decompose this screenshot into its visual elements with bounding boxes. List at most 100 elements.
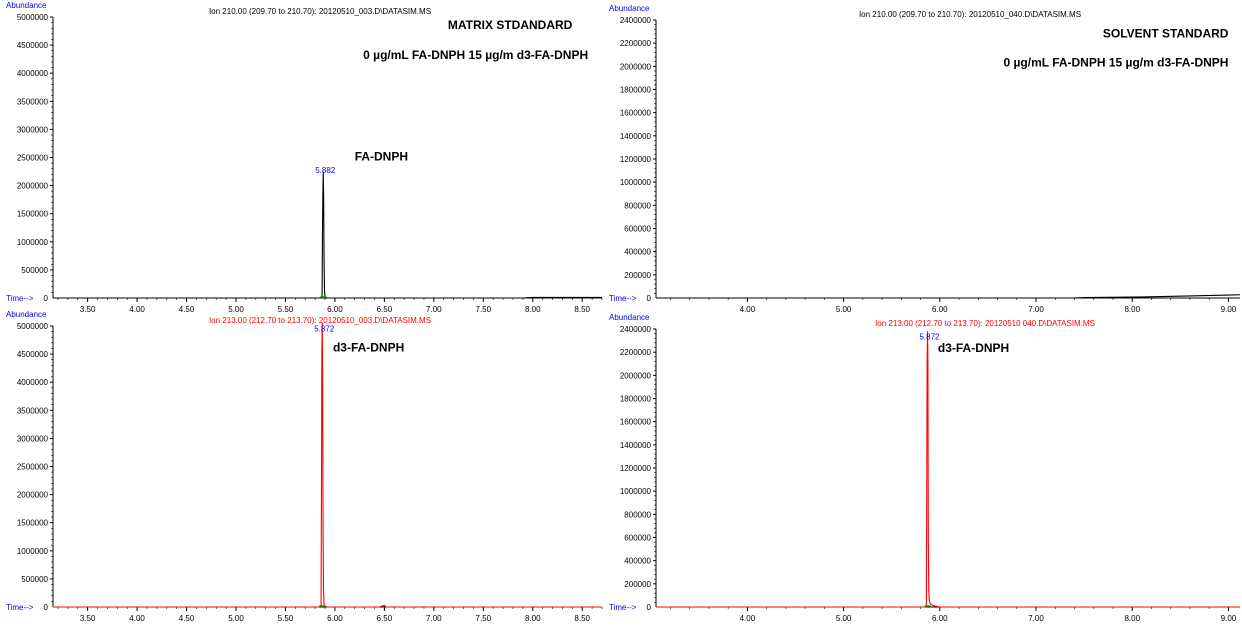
chart-panel-top-right: Abundance Ion 210.00 (209.70 to 210.70): … — [609, 4, 1241, 314]
x-tick-label: 6.50 — [377, 305, 393, 314]
y-tick-label: 2200000 — [620, 39, 652, 48]
y-tick-label: 1200000 — [620, 155, 652, 164]
x-tick-label: 8.00 — [1124, 614, 1140, 623]
annotation: d3-FA-DNPH — [938, 341, 1009, 355]
chart-panel-top-left: Abundance Ion 210.00 (209.70 to 210.70): … — [6, 1, 603, 314]
x-axis-label: Time--> — [6, 603, 34, 612]
peak-label: 5.872 — [314, 325, 335, 334]
y-tick-label: 400000 — [624, 557, 651, 566]
x-tick-label: 4.50 — [179, 305, 195, 314]
y-tick-label: 1800000 — [620, 86, 652, 95]
series-line — [53, 323, 602, 608]
x-tick-label: 9.00 — [1221, 305, 1237, 314]
y-tick-label: 3500000 — [17, 406, 49, 415]
y-tick-label: 1200000 — [620, 464, 652, 473]
chart-header: Ion 210.00 (209.70 to 210.70): 20120510_… — [859, 10, 1081, 19]
y-tick-label: 500000 — [21, 266, 48, 275]
y-tick-label-zero: 0 — [647, 294, 652, 303]
y-tick-label: 800000 — [624, 510, 651, 519]
series-line — [656, 294, 1241, 299]
x-axis-label: Time--> — [609, 294, 637, 303]
x-tick-label: 4.00 — [740, 305, 756, 314]
y-axis-label: Abundance — [6, 310, 47, 319]
y-tick-label: 2000000 — [17, 182, 49, 191]
y-tick-label: 1400000 — [620, 132, 652, 141]
y-tick-label: 200000 — [624, 271, 651, 280]
x-tick-label: 7.00 — [1028, 614, 1044, 623]
y-tick-label: 200000 — [624, 580, 651, 589]
x-tick-label: 4.00 — [740, 614, 756, 623]
y-tick-label: 1400000 — [620, 441, 652, 450]
annotation: MATRIX STDANDARD — [448, 18, 573, 32]
x-tick-label: 6.00 — [327, 614, 343, 623]
peak-label: 5.882 — [315, 166, 336, 175]
annotation: SOLVENT STANDARD — [1103, 26, 1229, 40]
y-tick-label: 2200000 — [620, 348, 652, 357]
x-tick-label: 3.50 — [80, 305, 96, 314]
x-tick-label: 8.00 — [525, 305, 541, 314]
x-tick-label: 8.50 — [574, 614, 590, 623]
y-axis-label: Abundance — [609, 313, 650, 322]
chart-header: Ion 210.00 (209.70 to 210.70): 20120510_… — [209, 7, 431, 16]
y-tick-label: 500000 — [21, 575, 48, 584]
y-tick-label: 1600000 — [620, 418, 652, 427]
y-tick-label: 5000000 — [17, 13, 49, 22]
series-line — [656, 331, 1240, 608]
x-tick-label: 7.50 — [476, 614, 492, 623]
x-tick-label: 5.00 — [228, 305, 244, 314]
x-tick-label: 5.50 — [278, 614, 294, 623]
y-tick-label: 1000000 — [620, 487, 652, 496]
y-tick-label: 1000000 — [17, 238, 49, 247]
chart-header: Ion 213.00 (212.70 to 213.70): 20120510_… — [209, 316, 431, 325]
y-tick-label: 2000000 — [620, 62, 652, 71]
series-line — [53, 171, 602, 299]
x-tick-label: 7.00 — [426, 614, 442, 623]
x-tick-label: 6.00 — [327, 305, 343, 314]
y-tick-label: 4500000 — [17, 41, 49, 50]
y-tick-label: 3500000 — [17, 97, 49, 106]
chart-header: Ion 213.00 (212.70 to 213.70): 20120510 … — [875, 319, 1095, 328]
chart-panel-bottom-right: Abundance Ion 213.00 (212.70 to 213.70): … — [609, 313, 1240, 623]
x-tick-label: 4.00 — [129, 305, 145, 314]
x-tick-label: 3.50 — [80, 614, 96, 623]
x-tick-label: 5.50 — [278, 305, 294, 314]
y-tick-label: 5000000 — [17, 322, 49, 331]
y-tick-label: 1800000 — [620, 395, 652, 404]
y-tick-label: 2000000 — [620, 371, 652, 380]
x-tick-label: 6.50 — [377, 614, 393, 623]
x-axis-label: Time--> — [6, 294, 34, 303]
y-tick-label-zero: 0 — [44, 294, 49, 303]
x-tick-label: 8.00 — [1124, 305, 1140, 314]
annotation: 0 µg/mL FA-DNPH 15 µg/m d3-FA-DNPH — [1003, 55, 1228, 69]
y-tick-label: 4000000 — [17, 69, 49, 78]
x-tick-label: 8.50 — [574, 305, 590, 314]
y-tick-label: 1600000 — [620, 109, 652, 118]
y-axis-label: Abundance — [6, 1, 47, 10]
x-tick-label: 4.50 — [179, 614, 195, 623]
y-axis-label: Abundance — [609, 4, 650, 13]
y-tick-label: 600000 — [624, 534, 651, 543]
y-tick-label: 1000000 — [17, 547, 49, 556]
x-tick-label: 8.00 — [525, 614, 541, 623]
chart-panel-bottom-left: Abundance Ion 213.00 (212.70 to 213.70): … — [6, 310, 603, 623]
x-tick-label: 7.50 — [476, 305, 492, 314]
y-tick-label: 3000000 — [17, 434, 49, 443]
x-tick-label: 5.00 — [836, 305, 852, 314]
x-tick-label: 9.00 — [1221, 614, 1237, 623]
y-tick-label: 1500000 — [17, 519, 49, 528]
x-axis-label: Time--> — [609, 603, 637, 612]
y-tick-label: 2400000 — [620, 16, 652, 25]
x-tick-label: 6.00 — [932, 614, 948, 623]
x-tick-label: 5.00 — [228, 614, 244, 623]
y-tick-label-zero: 0 — [647, 603, 652, 612]
x-tick-label: 5.00 — [836, 614, 852, 623]
y-tick-label: 3000000 — [17, 125, 49, 134]
y-tick-label: 1500000 — [17, 210, 49, 219]
y-tick-label: 400000 — [624, 248, 651, 257]
y-tick-label: 2500000 — [17, 154, 49, 163]
y-tick-label: 2400000 — [620, 325, 652, 334]
y-tick-label: 4000000 — [17, 378, 49, 387]
annotation: FA-DNPH — [355, 149, 408, 163]
